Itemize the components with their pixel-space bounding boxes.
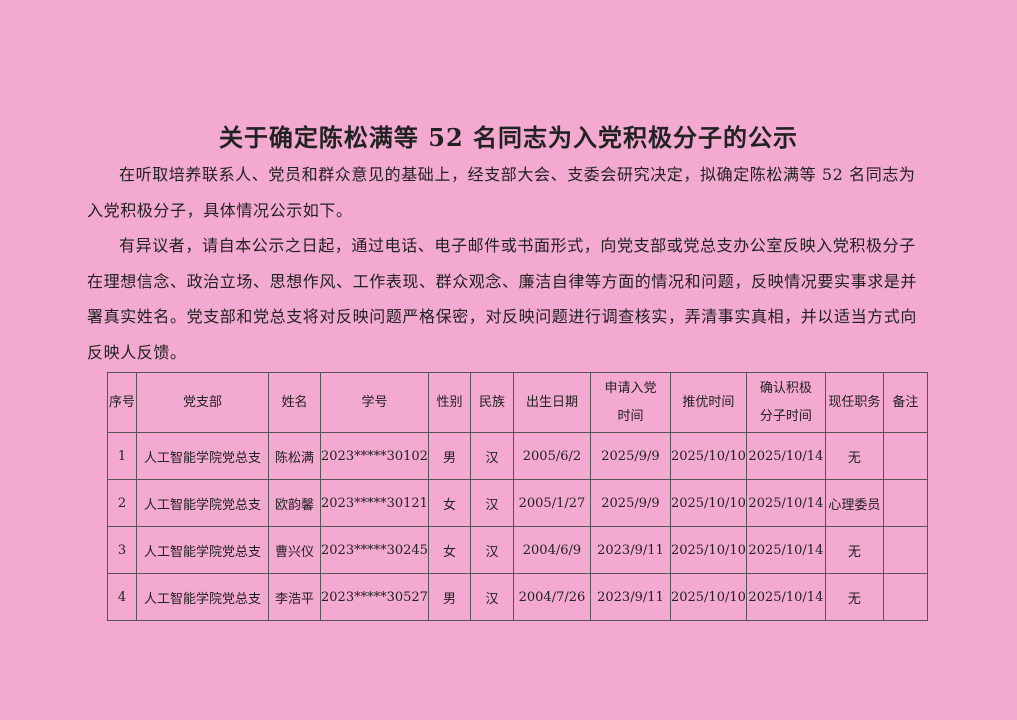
header-cell: 推优时间 — [669, 372, 747, 433]
header-cell: 性别 — [427, 372, 471, 433]
cell: 2005/6/2 — [512, 432, 591, 480]
paragraph: 在听取培养联系人、党员和群众意见的基础上，经支部大会、支委会研究决定，拟确定陈松… — [87, 165, 916, 220]
header-row: 序号 党支部 姓名 学号 性别 民族 出生日期 申请入党 时间 推优时间 确认积极 分子时间 现任职务备… — [107, 372, 928, 433]
title: 关于确定陈松满等 52 名同志为入党积极分子的公示 — [218, 123, 799, 152]
cell: 4 — [107, 573, 137, 621]
header-cell: 民族 — [469, 372, 514, 433]
cell: 汉 — [469, 432, 514, 480]
cell: 3 — [107, 526, 137, 574]
cell: 2004/7/26 — [512, 573, 591, 621]
empty-cell — [882, 432, 928, 480]
header-text: 申请入党 — [604, 380, 657, 396]
cell: 2025/9/9 — [589, 479, 671, 527]
header-cell: 备注 — [882, 372, 928, 433]
cell: 心理委员 — [824, 479, 884, 527]
header-text: 时间 — [617, 408, 644, 424]
cell: 男 — [427, 432, 471, 480]
table: 序号 党支部 姓名 学号 性别 民族 出生日期 申请入党 时间 推优时间 确认积极 分子时间 现任职务备… — [107, 372, 928, 621]
header-text: 推优时间 — [682, 394, 735, 410]
header-text: 分子时间 — [759, 408, 812, 424]
header-text: 备注 — [892, 394, 919, 410]
cell: 2023*****30121 — [320, 479, 429, 527]
cell: 女 — [427, 479, 471, 527]
header-text: 党支部 — [182, 394, 222, 410]
cell: 2025/10/10 — [669, 479, 747, 527]
header-cell: 申请入党 时间 — [589, 372, 671, 433]
header-cell: 确认积极 分子时间 — [745, 372, 826, 433]
cell: 欧韵馨 — [268, 479, 321, 527]
header-cell: 学号 — [320, 372, 429, 433]
cell: 2025/10/10 — [669, 573, 747, 621]
cell: 汉 — [469, 573, 514, 621]
header-text: 确认积极 — [759, 380, 812, 396]
cell: 2023/9/11 — [589, 526, 671, 574]
empty-cell — [882, 479, 928, 527]
row: 3 人工智能学院党总支 曹兴仪 2023*****30245 女汉 2004/6/9 202… — [107, 526, 928, 574]
cell: 2025/10/14 — [745, 432, 826, 480]
cell: 男 — [427, 573, 471, 621]
row: 4 人工智能学院党总支 李浩平 2023*****30527 男汉 2004/7/26 20… — [107, 573, 928, 621]
header-text: 学号 — [361, 394, 388, 410]
cell: 2025/10/14 — [745, 526, 826, 574]
cell: 2023*****30245 — [320, 526, 429, 574]
cell: 2025/10/10 — [669, 526, 747, 574]
header-text: 姓名 — [281, 394, 308, 410]
cell: 无 — [824, 573, 884, 621]
cell: 无 — [824, 526, 884, 574]
cell: 人工智能学院党总支 — [136, 573, 269, 621]
header-text: 性别 — [436, 394, 463, 410]
header-text: 出生日期 — [525, 394, 578, 410]
cell: 人工智能学院党总支 — [136, 432, 269, 480]
cell: 2023*****30102 — [320, 432, 429, 480]
cell: 无 — [824, 432, 884, 480]
cell: 2023*****30527 — [320, 573, 429, 621]
row: 2 人工智能学院党总支 欧韵馨 2023*****30121 女汉 2005/1/27 20… — [107, 479, 928, 527]
cell: 2025/10/14 — [745, 573, 826, 621]
header-text: 民族 — [478, 394, 505, 410]
header-cell: 现任职务 — [824, 372, 884, 433]
cell: 2025/10/14 — [745, 479, 826, 527]
row: 1 人工智能学院党总支 陈松满 2023*****30102 男汉 2005/6/2 202… — [107, 432, 928, 480]
header-cell: 党支部 — [136, 372, 269, 433]
cell: 人工智能学院党总支 — [136, 526, 269, 574]
header-cell: 姓名 — [268, 372, 321, 433]
cell: 2023/9/11 — [589, 573, 671, 621]
header-text: 现任职务 — [828, 394, 881, 410]
cell: 2005/1/27 — [512, 479, 591, 527]
empty-cell — [882, 526, 928, 574]
cell: 人工智能学院党总支 — [136, 479, 269, 527]
cell: 曹兴仪 — [268, 526, 321, 574]
cell: 汉 — [469, 526, 514, 574]
paragraph: 有异议者，请自本公示之日起，通过电话、电子邮件或书面形式，向党支部或党总支办公室… — [87, 236, 918, 362]
cell: 1 — [107, 432, 137, 480]
cell: 2 — [107, 479, 137, 527]
cell: 2025/10/10 — [669, 432, 747, 480]
empty-cell — [882, 573, 928, 621]
cell: 2025/9/9 — [589, 432, 671, 480]
cell: 2004/6/9 — [512, 526, 591, 574]
header-text: 序号 — [108, 394, 135, 410]
header-cell: 出生日期 — [512, 372, 591, 433]
cell: 陈松满 — [268, 432, 321, 480]
cell: 李浩平 — [268, 573, 321, 621]
header-cell: 序号 — [107, 372, 137, 433]
cell: 汉 — [469, 479, 514, 527]
cell: 女 — [427, 526, 471, 574]
